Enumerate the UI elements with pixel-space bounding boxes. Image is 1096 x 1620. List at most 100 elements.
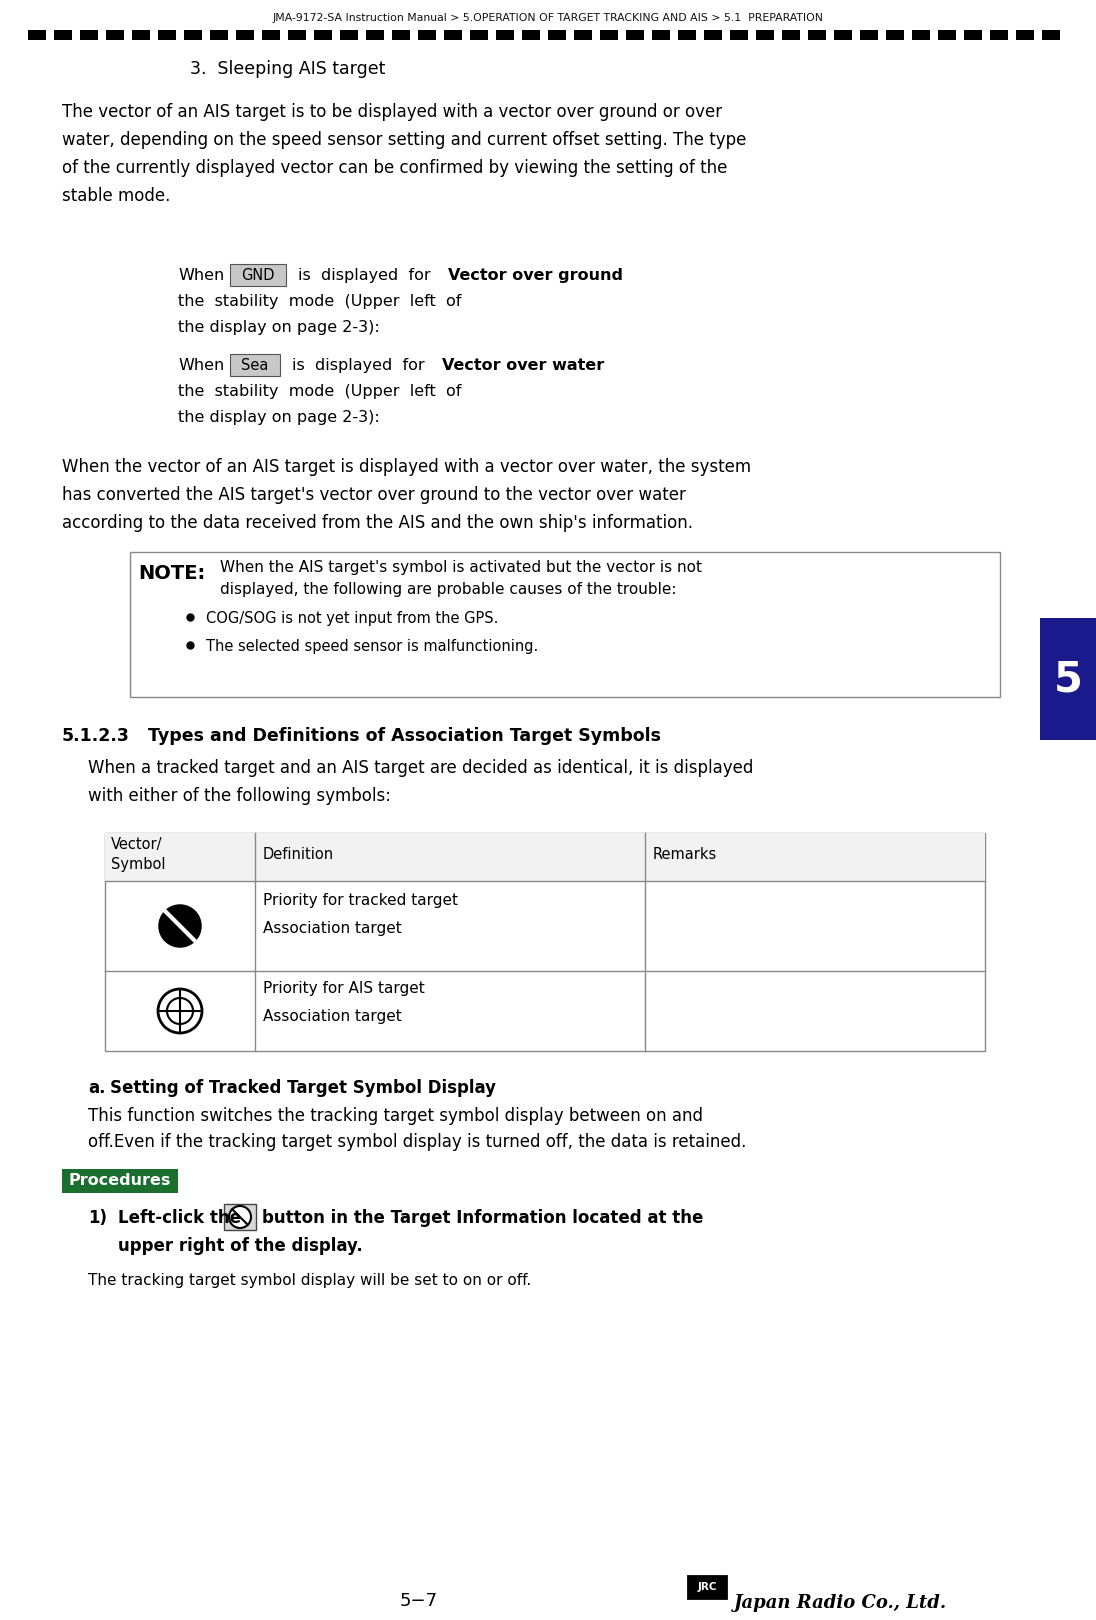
Text: The tracking target symbol display will be set to on or off.: The tracking target symbol display will … [88, 1273, 532, 1288]
Bar [1040, 617, 1096, 740]
Text: 1): 1) [88, 1209, 107, 1226]
Text: of the currently displayed vector can be confirmed by viewing the setting of the: of the currently displayed vector can be… [62, 159, 728, 177]
Bar [1016, 31, 1034, 40]
Bar [886, 31, 904, 40]
Bar [130, 552, 1000, 697]
Bar [444, 31, 463, 40]
Bar [964, 31, 982, 40]
Bar [783, 31, 800, 40]
Text: This function switches the tracking target symbol display between on and: This function switches the tracking targ… [88, 1106, 703, 1124]
Text: Association target: Association target [263, 922, 402, 936]
Text: When: When [178, 267, 225, 284]
Bar [652, 31, 670, 40]
Bar [230, 264, 286, 287]
Bar [288, 31, 306, 40]
Bar [210, 31, 228, 40]
Text: NOTE:: NOTE: [138, 564, 205, 583]
Text: Vector/
Symbol: Vector/ Symbol [111, 838, 165, 872]
Text: When the AIS target's symbol is activated but the vector is not: When the AIS target's symbol is activate… [220, 561, 703, 575]
Text: Types and Definitions of Association Target Symbols: Types and Definitions of Association Tar… [148, 727, 661, 745]
Text: the  stability  mode  (Upper  left  of: the stability mode (Upper left of [178, 293, 461, 309]
Text: Left-click the: Left-click the [118, 1209, 241, 1226]
Bar [132, 31, 150, 40]
Circle shape [229, 1205, 251, 1228]
Bar [938, 31, 956, 40]
Text: The vector of an AIS target is to be displayed with a vector over ground or over: The vector of an AIS target is to be dis… [62, 104, 722, 122]
Text: displayed, the following are probable causes of the trouble:: displayed, the following are probable ca… [220, 582, 676, 598]
Text: When: When [178, 358, 225, 373]
Text: upper right of the display.: upper right of the display. [118, 1238, 363, 1256]
Bar [62, 1170, 178, 1192]
Text: water, depending on the speed sensor setting and current offset setting. The typ: water, depending on the speed sensor set… [62, 131, 746, 149]
Bar [158, 31, 176, 40]
Text: 5−7: 5−7 [400, 1592, 438, 1610]
Bar [730, 31, 747, 40]
Text: When the vector of an AIS target is displayed with a vector over water, the syst: When the vector of an AIS target is disp… [62, 458, 751, 476]
Text: JRC: JRC [697, 1583, 717, 1592]
Text: COG/SOG is not yet input from the GPS.: COG/SOG is not yet input from the GPS. [206, 611, 499, 625]
Bar [54, 31, 72, 40]
Text: GND: GND [241, 267, 275, 282]
Bar [574, 31, 592, 40]
Text: is  displayed  for: is displayed for [298, 267, 431, 284]
Text: the display on page 2-3):: the display on page 2-3): [178, 410, 379, 424]
Text: Priority for AIS target: Priority for AIS target [263, 982, 425, 996]
Bar [230, 355, 279, 376]
Text: button in the Target Information located at the: button in the Target Information located… [262, 1209, 704, 1226]
Text: Priority for tracked target: Priority for tracked target [263, 893, 458, 907]
Text: Vector over ground: Vector over ground [448, 267, 623, 284]
Text: 5.1.2.3: 5.1.2.3 [62, 727, 129, 745]
Circle shape [158, 988, 202, 1034]
Text: Setting of Tracked Target Symbol Display: Setting of Tracked Target Symbol Display [110, 1079, 496, 1097]
Bar [600, 31, 618, 40]
Text: has converted the AIS target's vector over ground to the vector over water: has converted the AIS target's vector ov… [62, 486, 686, 504]
Bar [236, 31, 254, 40]
Circle shape [160, 906, 199, 946]
Text: off.Even if the tracking target symbol display is turned off, the data is retain: off.Even if the tracking target symbol d… [88, 1132, 746, 1150]
Text: stable mode.: stable mode. [62, 186, 170, 206]
Bar [470, 31, 488, 40]
Bar [224, 1204, 256, 1230]
Text: the display on page 2-3):: the display on page 2-3): [178, 321, 379, 335]
Bar [184, 31, 202, 40]
Bar [548, 31, 566, 40]
Text: Procedures: Procedures [69, 1173, 171, 1187]
Text: Vector over water: Vector over water [442, 358, 604, 373]
Bar [834, 31, 852, 40]
Text: The selected speed sensor is malfunctioning.: The selected speed sensor is malfunction… [206, 638, 538, 654]
Bar [80, 31, 98, 40]
Text: When a tracked target and an AIS target are decided as identical, it is displaye: When a tracked target and an AIS target … [88, 760, 753, 778]
Text: is  displayed  for: is displayed for [292, 358, 424, 373]
Bar [626, 31, 644, 40]
Text: with either of the following symbols:: with either of the following symbols: [88, 787, 391, 805]
Bar [522, 31, 540, 40]
Bar [756, 31, 774, 40]
Bar [688, 1576, 726, 1597]
Bar [704, 31, 722, 40]
Bar [313, 31, 332, 40]
Bar [28, 31, 46, 40]
Text: Japan Radio Co., Ltd.: Japan Radio Co., Ltd. [734, 1594, 947, 1612]
Bar [392, 31, 410, 40]
Bar [105, 833, 985, 1051]
Bar [418, 31, 436, 40]
Bar [808, 31, 826, 40]
Bar [496, 31, 514, 40]
Text: JMA-9172-SA Instruction Manual > 5.OPERATION OF TARGET TRACKING AND AIS > 5.1  P: JMA-9172-SA Instruction Manual > 5.OPERA… [273, 13, 823, 23]
Bar [105, 833, 985, 881]
Bar [860, 31, 878, 40]
Text: 5: 5 [1053, 658, 1083, 700]
Text: according to the data received from the AIS and the own ship's information.: according to the data received from the … [62, 514, 693, 531]
Text: the  stability  mode  (Upper  left  of: the stability mode (Upper left of [178, 384, 461, 399]
Bar [990, 31, 1008, 40]
Bar [366, 31, 384, 40]
Bar [340, 31, 358, 40]
Bar [262, 31, 279, 40]
Bar [678, 31, 696, 40]
Bar [106, 31, 124, 40]
Text: Association target: Association target [263, 1009, 402, 1024]
Text: Sea: Sea [241, 358, 269, 373]
Bar [1042, 31, 1060, 40]
Circle shape [167, 998, 193, 1024]
Text: Remarks: Remarks [653, 847, 717, 862]
